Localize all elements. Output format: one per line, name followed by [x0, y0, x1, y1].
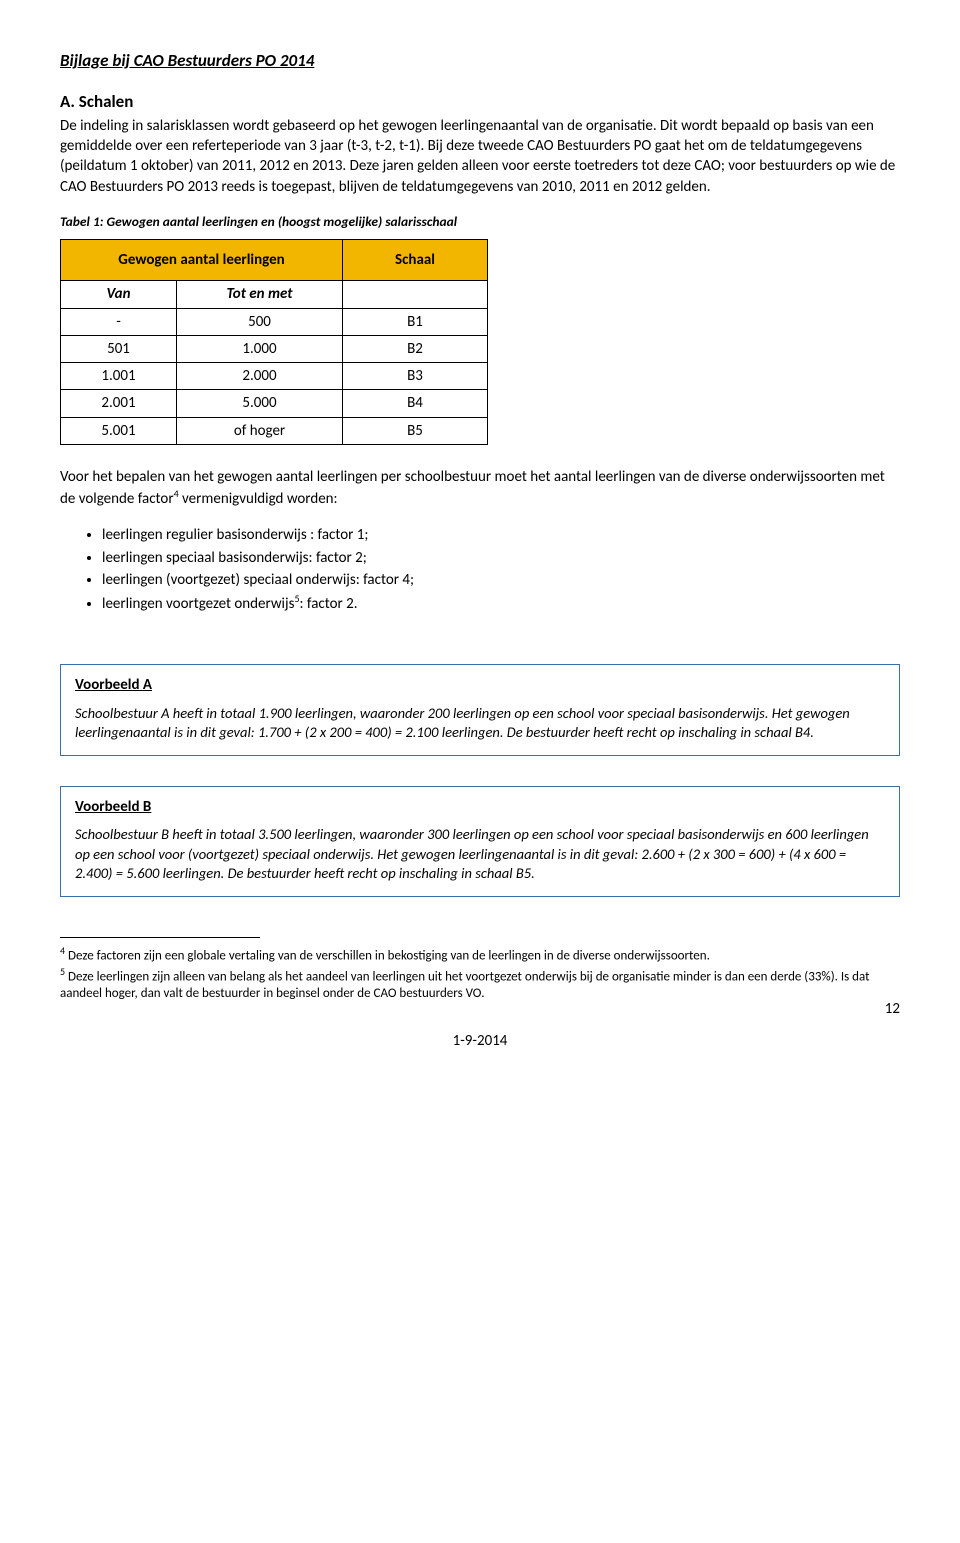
- example-b-title: Voorbeeld B: [75, 797, 885, 817]
- cell-van: -: [61, 308, 177, 335]
- footnote-5-text: Deze leerlingen zijn alleen van belang a…: [60, 969, 869, 1001]
- cell-van: 2.001: [61, 390, 177, 417]
- example-a-body: Schoolbestuur A heeft in totaal 1.900 le…: [75, 704, 885, 743]
- cell-schaal: B3: [343, 363, 488, 390]
- example-b-box: Voorbeeld B Schoolbestuur B heeft in tot…: [60, 786, 900, 897]
- cell-schaal: B4: [343, 390, 488, 417]
- bullet4-pre: leerlingen voortgezet onderwijs: [102, 595, 294, 613]
- table-row: 5.001 of hoger B5: [61, 417, 488, 444]
- footnote-4-text: Deze factoren zijn een globale vertaling…: [65, 948, 710, 963]
- example-b-body: Schoolbestuur B heeft in totaal 3.500 le…: [75, 825, 885, 884]
- table-header-leerlingen: Gewogen aantal leerlingen: [61, 240, 343, 281]
- table-row: - 500 B1: [61, 308, 488, 335]
- factor-intro-text2: vermenigvuldigd worden:: [179, 490, 338, 508]
- salary-scale-table: Gewogen aantal leerlingen Schaal Van Tot…: [60, 239, 488, 445]
- footnote-separator: [60, 937, 260, 938]
- cell-van: 1.001: [61, 363, 177, 390]
- cell-van: 5.001: [61, 417, 177, 444]
- factor-bullet-list: leerlingen regulier basisonderwijs : fac…: [60, 525, 900, 614]
- example-a-box: Voorbeeld A Schoolbestuur A heeft in tot…: [60, 664, 900, 755]
- cell-tot: 5.000: [177, 390, 343, 417]
- footnotes-block: 4 Deze factoren zijn een globale vertali…: [60, 944, 900, 1003]
- bullet4-post: : factor 2.: [300, 595, 358, 613]
- table-row: 2.001 5.000 B4: [61, 390, 488, 417]
- document-title: Bijlage bij CAO Bestuurders PO 2014: [60, 50, 900, 73]
- cell-tot: 2.000: [177, 363, 343, 390]
- intro-paragraph: De indeling in salarisklassen wordt geba…: [60, 116, 900, 197]
- list-item: leerlingen regulier basisonderwijs : fac…: [102, 525, 900, 545]
- list-item: leerlingen (voortgezet) speciaal onderwi…: [102, 570, 900, 590]
- cell-van: 501: [61, 335, 177, 362]
- cell-tot: 1.000: [177, 335, 343, 362]
- table-row: 501 1.000 B2: [61, 335, 488, 362]
- cell-tot: 500: [177, 308, 343, 335]
- example-a-title: Voorbeeld A: [75, 675, 885, 695]
- table-row: 1.001 2.000 B3: [61, 363, 488, 390]
- cell-schaal: B5: [343, 417, 488, 444]
- footer-date: 1-9-2014: [60, 1031, 900, 1051]
- table-subheader-tot: Tot en met: [177, 281, 343, 308]
- factor-intro: Voor het bepalen van het gewogen aantal …: [60, 467, 900, 510]
- cell-schaal: B2: [343, 335, 488, 362]
- section-a-header: A. Schalen: [60, 91, 900, 114]
- table-caption: Tabel 1: Gewogen aantal leerlingen en (h…: [60, 213, 900, 231]
- footnote-5: 5 Deze leerlingen zijn alleen van belang…: [60, 965, 900, 1003]
- list-item: leerlingen speciaal basisonderwijs: fact…: [102, 548, 900, 568]
- list-item: leerlingen voortgezet onderwijs5: factor…: [102, 592, 900, 614]
- table-header-schaal: Schaal: [343, 240, 488, 281]
- table-subheader-van: Van: [61, 281, 177, 308]
- footnote-4: 4 Deze factoren zijn een globale vertali…: [60, 944, 900, 965]
- table-subheader-blank: [343, 281, 488, 308]
- cell-schaal: B1: [343, 308, 488, 335]
- cell-tot: of hoger: [177, 417, 343, 444]
